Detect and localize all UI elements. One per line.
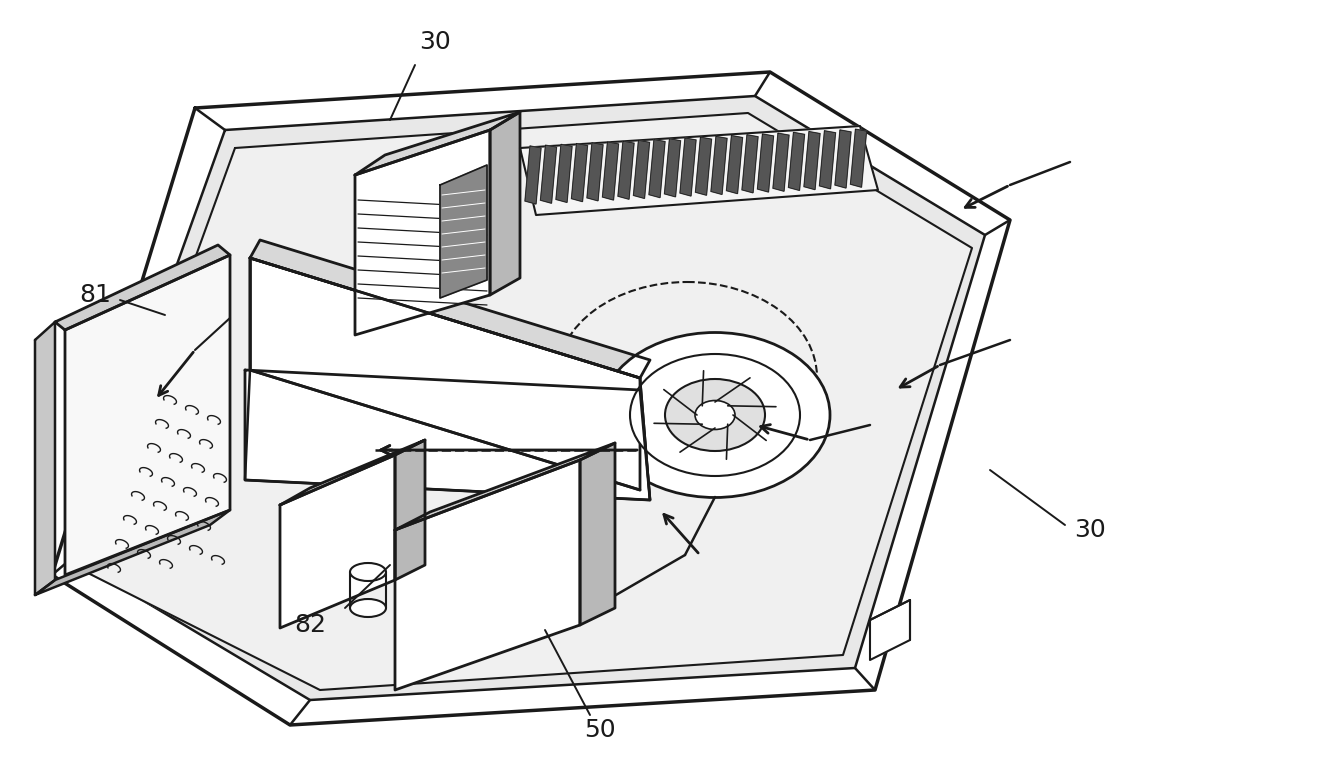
Text: 30: 30 bbox=[1074, 518, 1106, 542]
Polygon shape bbox=[571, 144, 587, 202]
Polygon shape bbox=[250, 240, 650, 378]
Polygon shape bbox=[72, 96, 985, 700]
Polygon shape bbox=[788, 132, 804, 190]
Polygon shape bbox=[540, 145, 556, 203]
Polygon shape bbox=[520, 126, 878, 215]
Polygon shape bbox=[524, 146, 540, 204]
Polygon shape bbox=[245, 370, 650, 500]
Polygon shape bbox=[851, 129, 866, 187]
Polygon shape bbox=[680, 138, 696, 196]
Polygon shape bbox=[727, 135, 743, 193]
Polygon shape bbox=[820, 131, 836, 189]
Polygon shape bbox=[696, 137, 712, 196]
Polygon shape bbox=[65, 255, 230, 575]
Polygon shape bbox=[757, 134, 773, 192]
Polygon shape bbox=[35, 322, 55, 595]
Polygon shape bbox=[280, 455, 395, 628]
Polygon shape bbox=[83, 113, 972, 690]
Polygon shape bbox=[490, 112, 520, 295]
Polygon shape bbox=[355, 112, 520, 175]
Ellipse shape bbox=[666, 379, 765, 451]
Polygon shape bbox=[580, 443, 615, 625]
Polygon shape bbox=[711, 136, 727, 194]
Polygon shape bbox=[587, 143, 603, 201]
Ellipse shape bbox=[630, 354, 800, 476]
Polygon shape bbox=[664, 139, 680, 197]
Polygon shape bbox=[35, 510, 230, 595]
Text: 81: 81 bbox=[79, 283, 110, 307]
Polygon shape bbox=[870, 600, 910, 660]
Text: 30: 30 bbox=[419, 30, 451, 54]
Polygon shape bbox=[280, 440, 425, 505]
Polygon shape bbox=[603, 142, 619, 200]
Polygon shape bbox=[55, 245, 230, 330]
Polygon shape bbox=[250, 258, 640, 490]
Polygon shape bbox=[556, 145, 572, 203]
Polygon shape bbox=[741, 135, 757, 192]
Polygon shape bbox=[618, 141, 634, 199]
Polygon shape bbox=[773, 133, 789, 191]
Ellipse shape bbox=[350, 563, 386, 581]
Polygon shape bbox=[355, 130, 490, 335]
Polygon shape bbox=[804, 131, 820, 189]
Polygon shape bbox=[634, 141, 650, 199]
Ellipse shape bbox=[695, 400, 735, 430]
Polygon shape bbox=[835, 130, 851, 188]
Polygon shape bbox=[52, 72, 1010, 725]
Polygon shape bbox=[441, 165, 487, 298]
Polygon shape bbox=[650, 140, 666, 198]
Text: 82: 82 bbox=[294, 613, 326, 637]
Polygon shape bbox=[395, 440, 425, 580]
Polygon shape bbox=[395, 443, 615, 530]
Polygon shape bbox=[245, 258, 650, 500]
Text: 50: 50 bbox=[584, 718, 616, 742]
Polygon shape bbox=[395, 460, 580, 690]
Ellipse shape bbox=[350, 599, 386, 617]
Ellipse shape bbox=[600, 332, 831, 498]
